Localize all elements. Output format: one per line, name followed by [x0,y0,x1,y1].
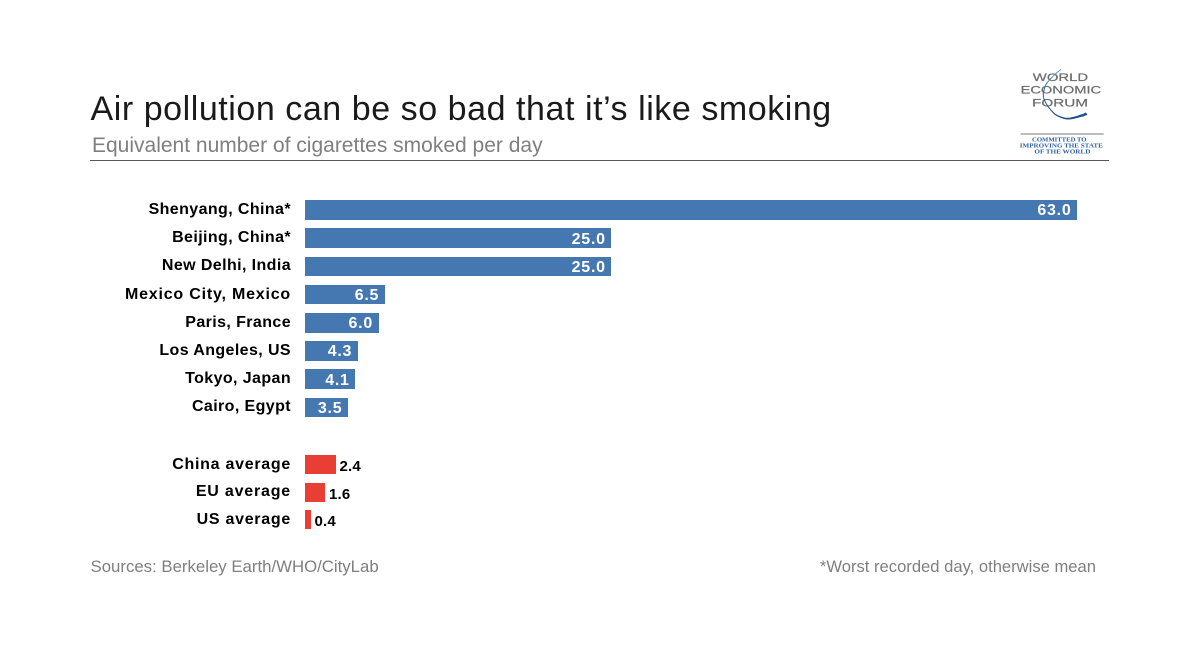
svg-text:OF THE WORLD: OF THE WORLD [1034,149,1090,156]
svg-text:FORUM: FORUM [1032,97,1088,109]
svg-text:COMMITTED TO: COMMITTED TO [1032,137,1087,144]
svg-text:WORLD: WORLD [1033,72,1088,84]
svg-text:ECONOMIC: ECONOMIC [1021,84,1102,96]
svg-text:IMPROVING THE STATE: IMPROVING THE STATE [1020,142,1103,149]
